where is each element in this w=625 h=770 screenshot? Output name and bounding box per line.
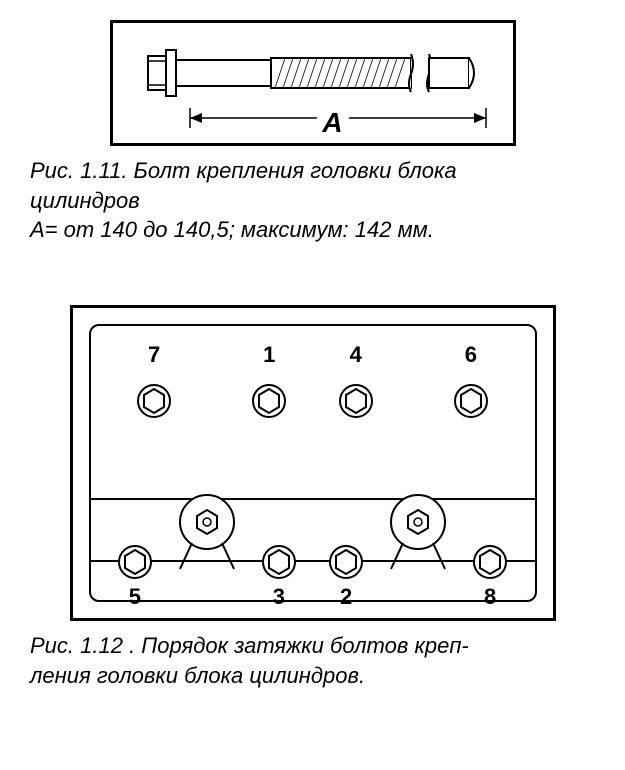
bolt-position-3 bbox=[261, 544, 297, 580]
bolt-label: 7 bbox=[148, 342, 160, 368]
caption-text: Рис. 1.12 . Порядок затяжки болтов креп- bbox=[30, 633, 469, 658]
figure-1-caption: Рис. 1.11. Болт крепления головки блока … bbox=[30, 156, 595, 245]
bolt-position-2 bbox=[328, 544, 364, 580]
bolt-label: 4 bbox=[350, 342, 362, 368]
bolt-position-5 bbox=[117, 544, 153, 580]
bolt-position-4 bbox=[338, 383, 374, 419]
caption-text: цилиндров bbox=[30, 188, 140, 213]
bolt-label: 2 bbox=[340, 584, 352, 610]
bolt-drawing bbox=[143, 48, 483, 98]
bolt-position-7 bbox=[136, 383, 172, 419]
figure-2: 7 1 4 6 bbox=[30, 305, 595, 690]
caption-text: ления головки блока цилиндров. bbox=[30, 663, 365, 688]
bolt-label: 6 bbox=[465, 342, 477, 368]
bolt-label: 1 bbox=[263, 342, 275, 368]
bolt-position-8 bbox=[472, 544, 508, 580]
mount-legs bbox=[172, 541, 242, 571]
bolt-position-6 bbox=[453, 383, 489, 419]
tightening-sequence-frame: 7 1 4 6 bbox=[70, 305, 556, 621]
mount-legs bbox=[383, 541, 453, 571]
bolt-label: 3 bbox=[273, 584, 285, 610]
bolt-position-1 bbox=[251, 383, 287, 419]
lower-band bbox=[89, 498, 537, 562]
figure-1: A Рис. 1.11. Болт крепления головки блок… bbox=[30, 20, 595, 245]
caption-text: Рис. 1.11. Болт крепления головки блока bbox=[30, 158, 457, 183]
bolt-label: 8 bbox=[484, 584, 496, 610]
bolt-diagram-frame: A bbox=[110, 20, 516, 146]
figure-2-caption: Рис. 1.12 . Порядок затяжки болтов креп-… bbox=[30, 631, 595, 690]
caption-text: А= от 140 до 140,5; максимум: 142 мм. bbox=[30, 217, 434, 242]
dimension-label: A bbox=[316, 107, 348, 139]
bolt-label: 5 bbox=[129, 584, 141, 610]
